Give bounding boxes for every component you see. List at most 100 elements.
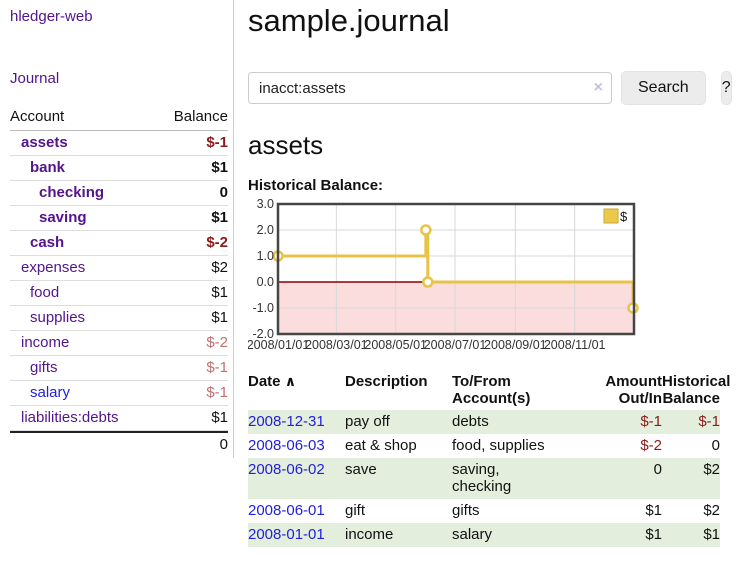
transaction-description: gift <box>345 502 366 519</box>
register-header-balance: Historical Balance <box>662 373 731 407</box>
account-link-food[interactable]: food <box>30 284 60 301</box>
account-balance: $1 <box>211 284 228 301</box>
account-row-gifts: gifts $-1 <box>10 356 228 381</box>
svg-text:2008/03/01: 2008/03/01 <box>305 338 368 352</box>
historical-balance-chart-svg: 3.0 2.0 1.0 0.0 -1.0 -2.02008/01/012008/03/01… <box>247 197 639 352</box>
account-link-assets[interactable]: assets <box>21 134 68 151</box>
register-row[interactable]: 2008-06-03 eat & shop food, supplies $-2… <box>248 434 720 458</box>
account-balance: $-2 <box>206 234 228 251</box>
account-row-salary: salary $-1 <box>10 381 228 406</box>
accounts-header-balance: Balance <box>173 108 228 125</box>
transaction-accounts: debts <box>452 410 600 434</box>
transaction-accounts: food, supplies <box>452 437 545 454</box>
search-box: × <box>248 72 612 104</box>
transaction-date-link[interactable]: 2008-06-01 <box>248 502 325 519</box>
account-balance: $1 <box>211 309 228 326</box>
account-row-food: food $1 <box>10 281 228 306</box>
register-header-amount: Amount Out/In <box>605 373 662 407</box>
svg-text:1.0: 1.0 <box>257 249 274 263</box>
help-button[interactable]: ? <box>720 71 732 105</box>
transaction-accounts: salary <box>452 523 600 547</box>
search-button[interactable]: Search <box>621 71 706 105</box>
transaction-balance: $-1 <box>662 410 720 434</box>
legend-label: $ <box>620 209 628 224</box>
search-input[interactable] <box>248 72 612 104</box>
transaction-date-link[interactable]: 2008-12-31 <box>248 413 325 430</box>
account-link-cash[interactable]: cash <box>30 234 65 251</box>
account-row-expenses: expenses $2 <box>10 256 228 281</box>
account-link-supplies[interactable]: supplies <box>30 309 86 326</box>
register-row[interactable]: 2008-06-01 gift gifts $1 $2 <box>248 499 720 523</box>
account-link-income[interactable]: income <box>21 334 70 351</box>
transaction-date-link[interactable]: 2008-06-02 <box>248 461 325 478</box>
account-row-checking: checking 0 <box>10 181 228 206</box>
main-content: sample.journal × Search ? assets Histori… <box>247 0 732 547</box>
sidebar-item-journal[interactable]: Journal <box>10 70 60 87</box>
transaction-accounts: saving, checking <box>452 458 600 499</box>
data-point-marker[interactable] <box>420 224 432 236</box>
transaction-date-link[interactable]: 2008-06-03 <box>248 437 325 454</box>
account-balance: $1 <box>211 159 228 176</box>
register-header-row: Date ∧ Description To/From Account(s) Am… <box>248 371 731 410</box>
transaction-description: save <box>345 458 452 499</box>
account-balance: $-2 <box>206 334 228 351</box>
transaction-date-link[interactable]: 2008-01-01 <box>248 526 325 543</box>
account-link-salary[interactable]: salary <box>30 384 71 401</box>
register-row[interactable]: 2008-01-01 income salary $1 $1 <box>248 523 720 547</box>
svg-text:2.0: 2.0 <box>257 223 274 237</box>
transaction-amount: 0 <box>600 458 662 499</box>
transaction-balance: $1 <box>662 523 720 547</box>
transaction-balance: $2 <box>703 502 720 519</box>
account-link-saving[interactable]: saving <box>39 209 87 226</box>
sort-ascending-icon: ∧ <box>284 373 297 389</box>
accounts-total-value: 0 <box>219 436 228 453</box>
account-link-checking[interactable]: checking <box>39 184 105 201</box>
transaction-accounts: gifts <box>452 502 480 519</box>
account-balance: $1 <box>211 209 228 226</box>
register-header-accounts: To/From Account(s) <box>452 373 531 407</box>
register-header-description: Description <box>345 373 428 390</box>
register-row[interactable]: 2008-12-31 pay off debts $-1 $-1 <box>248 410 720 434</box>
data-point-marker[interactable] <box>422 276 434 288</box>
page-title: sample.journal <box>248 3 450 38</box>
svg-text:-2.0: -2.0 <box>252 327 274 341</box>
clear-search-icon[interactable]: × <box>593 79 603 96</box>
account-heading: assets <box>248 130 324 160</box>
register-header-date[interactable]: Date ∧ <box>248 373 297 390</box>
account-row-income: income $-2 <box>10 331 228 356</box>
accounts-table: Account Balance assets $-1 bank $1 check… <box>10 104 228 456</box>
account-row-bank: bank $1 <box>10 156 228 181</box>
transaction-amount: $1 <box>600 523 662 547</box>
account-row-assets: assets $-1 <box>10 131 228 156</box>
account-row-liabilities-debts: liabilities:debts $1 <box>10 406 228 431</box>
account-balance: 0 <box>219 184 228 201</box>
transaction-amount: $-2 <box>640 437 662 454</box>
transaction-description: pay off <box>345 410 452 434</box>
historical-balance-chart[interactable]: 3.0 2.0 1.0 0.0 -1.0 -2.0 2008/01/01 2008/03/01… <box>247 197 726 362</box>
account-balance: $-1 <box>206 134 228 151</box>
account-balance: $1 <box>211 409 228 426</box>
accounts-header-account: Account <box>10 108 65 125</box>
account-link-bank[interactable]: bank <box>30 159 66 176</box>
svg-text:3.0: 3.0 <box>257 199 274 211</box>
svg-text:2008/11/01: 2008/11/01 <box>544 338 606 352</box>
account-link-liabilities-debts[interactable]: liabilities:debts <box>21 409 119 426</box>
transaction-balance: 0 <box>711 437 720 454</box>
account-row-cash: cash $-2 <box>10 231 228 256</box>
svg-text:2008/05/01: 2008/05/01 <box>364 338 427 352</box>
register-table: Date ∧ Description To/From Account(s) Am… <box>248 371 731 547</box>
account-link-expenses[interactable]: expenses <box>21 259 86 276</box>
register-row[interactable]: 2008-06-02 save saving, checking 0 $2 <box>248 458 720 499</box>
svg-text:2008/01/01: 2008/01/01 <box>248 338 309 352</box>
svg-text:-1.0: -1.0 <box>252 301 274 315</box>
brand-link[interactable]: hledger-web <box>10 8 93 25</box>
svg-text:2008/07/01: 2008/07/01 <box>424 338 487 352</box>
search-bar: × Search ? <box>248 71 732 105</box>
account-link-gifts[interactable]: gifts <box>30 359 58 376</box>
transaction-amount: $1 <box>645 502 662 519</box>
sidebar-divider <box>233 0 234 458</box>
transaction-amount: $-1 <box>600 410 662 434</box>
account-balance: $-1 <box>206 359 228 376</box>
account-balance: $-1 <box>206 384 228 401</box>
